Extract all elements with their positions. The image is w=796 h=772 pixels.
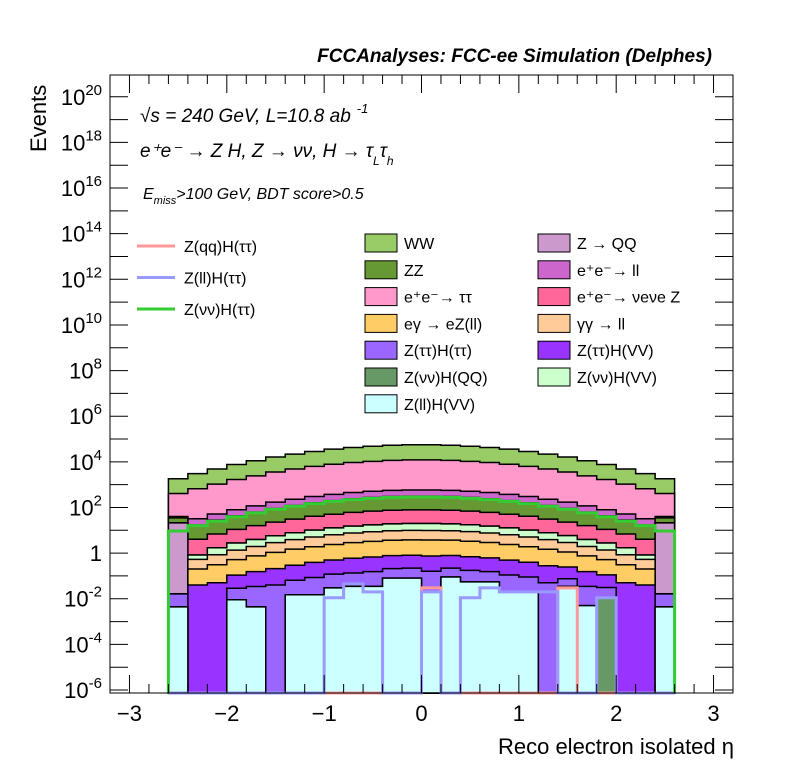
legend-label: Z(ττ)H(VV) — [577, 343, 654, 360]
legend-label: Z(νν)H(ττ) — [184, 302, 255, 319]
legend-label: e⁺e⁻→ ll — [577, 263, 639, 280]
y-tick-base: 10 — [69, 359, 93, 384]
y-tick-label: 10-2 — [64, 584, 102, 612]
axes: −3 −2 −1 0 1 2 3102010181016101410121010108106… — [61, 75, 734, 726]
legend-swatch — [537, 260, 571, 280]
process-label: e⁺e⁻ → Z H, Z → νν, H → τLτh — [140, 141, 394, 168]
legend-swatch — [364, 287, 398, 307]
y-tick-exponent: 18 — [85, 127, 102, 144]
y-tick-label: 10-6 — [64, 675, 102, 703]
legend-label: e⁺e⁻→ ττ — [404, 290, 472, 307]
legend-swatch — [364, 340, 398, 360]
y-tick-label: 10-4 — [64, 629, 102, 657]
signal-line-z-h- — [166, 495, 677, 693]
legend-label: Z(ττ)H(ττ) — [404, 343, 472, 360]
legend-label: Z(νν)H(VV) — [577, 370, 657, 387]
x-tick-label: 0 — [415, 701, 427, 726]
y-tick-base: 10 — [69, 450, 93, 475]
y-tick-base: 10 — [61, 85, 85, 110]
y-tick-label: 1014 — [61, 219, 102, 247]
y-tick-label: 1010 — [61, 310, 102, 338]
y-tick-base: 10 — [64, 587, 88, 612]
x-tick-label: 3 — [707, 701, 719, 726]
y-tick-exponent: -4 — [89, 629, 102, 646]
y-tick-base: 10 — [61, 267, 85, 292]
legend-label: WW — [404, 236, 435, 253]
cut-label: Emiss>100 GeV, BDT score>0.5 — [143, 186, 364, 207]
y-tick-label: 1012 — [61, 264, 102, 292]
legend-label: Z → QQ — [577, 236, 637, 253]
x-tick-label: 1 — [513, 701, 525, 726]
legend-label: Z(ll)H(VV) — [404, 397, 475, 414]
y-tick-exponent: 8 — [94, 356, 102, 373]
y-tick-exponent: 4 — [94, 447, 102, 464]
y-tick-exponent: 16 — [85, 173, 102, 190]
x-tick-label: 2 — [610, 701, 622, 726]
x-axis-label: Reco electron isolated η — [498, 734, 734, 759]
legend-swatch — [537, 233, 571, 253]
y-tick-base: 1 — [90, 541, 102, 566]
legend-swatch — [364, 394, 398, 414]
y-tick-base: 10 — [64, 678, 88, 703]
y-tick-exponent: 20 — [85, 82, 102, 99]
x-tick-label: −1 — [312, 701, 337, 726]
legend-label: Z(qq)H(ττ) — [184, 239, 257, 256]
y-tick-base: 10 — [61, 313, 85, 338]
y-tick-base: 10 — [64, 632, 88, 657]
legend-swatch — [537, 313, 571, 333]
legend-swatch — [364, 367, 398, 387]
y-tick-base: 10 — [61, 176, 85, 201]
x-tick-label: −2 — [214, 701, 239, 726]
y-tick-exponent: 2 — [94, 492, 102, 509]
y-tick-base: 10 — [61, 222, 85, 247]
y-tick-label: 1018 — [61, 127, 102, 155]
y-tick-exponent: 14 — [85, 219, 102, 236]
y-tick-base: 10 — [69, 495, 93, 520]
energy-label: √s = 240 GeV, L=10.8 ab -1 — [140, 101, 368, 127]
y-tick-exponent: -2 — [89, 584, 102, 601]
legend-swatch — [537, 340, 571, 360]
y-axis-label: Events — [26, 85, 51, 152]
y-tick-label: 102 — [69, 492, 102, 520]
y-tick-exponent: 10 — [85, 310, 102, 327]
legend-label: eγ → eZ(ll) — [404, 316, 482, 333]
legend-swatch — [364, 313, 398, 333]
y-tick-base: 10 — [61, 130, 85, 155]
legend-swatch — [364, 233, 398, 253]
legend-label: γγ → ll — [577, 316, 625, 333]
y-tick-label: 1 — [90, 541, 102, 566]
legend-swatch — [537, 367, 571, 387]
x-tick-label: −3 — [117, 701, 142, 726]
y-tick-label: 1016 — [61, 173, 102, 201]
legend-label: ZZ — [404, 263, 424, 280]
legend-swatch — [537, 287, 571, 307]
y-tick-label: 108 — [69, 356, 102, 384]
legend-label: Z(ll)H(ττ) — [184, 271, 246, 288]
legend: Z(qq)H(ττ) Z(ll)H(ττ) Z(νν)H(ττ) WW ZZ e⁺e⁻→ … — [137, 233, 680, 414]
legend-swatch — [364, 260, 398, 280]
chart-title: FCCAnalyses: FCC-ee Simulation (Delphes) — [317, 46, 712, 67]
y-tick-label: 106 — [69, 401, 102, 429]
legend-label: Z(νν)H(QQ) — [404, 370, 488, 387]
y-tick-exponent: 6 — [94, 401, 102, 418]
y-tick-label: 104 — [69, 447, 102, 475]
y-tick-base: 10 — [69, 404, 93, 429]
y-tick-exponent: -6 — [89, 675, 102, 692]
y-tick-label: 1020 — [61, 82, 102, 110]
legend-label: e⁺e⁻→ νeνe Z — [577, 290, 680, 307]
y-tick-exponent: 12 — [85, 264, 102, 281]
